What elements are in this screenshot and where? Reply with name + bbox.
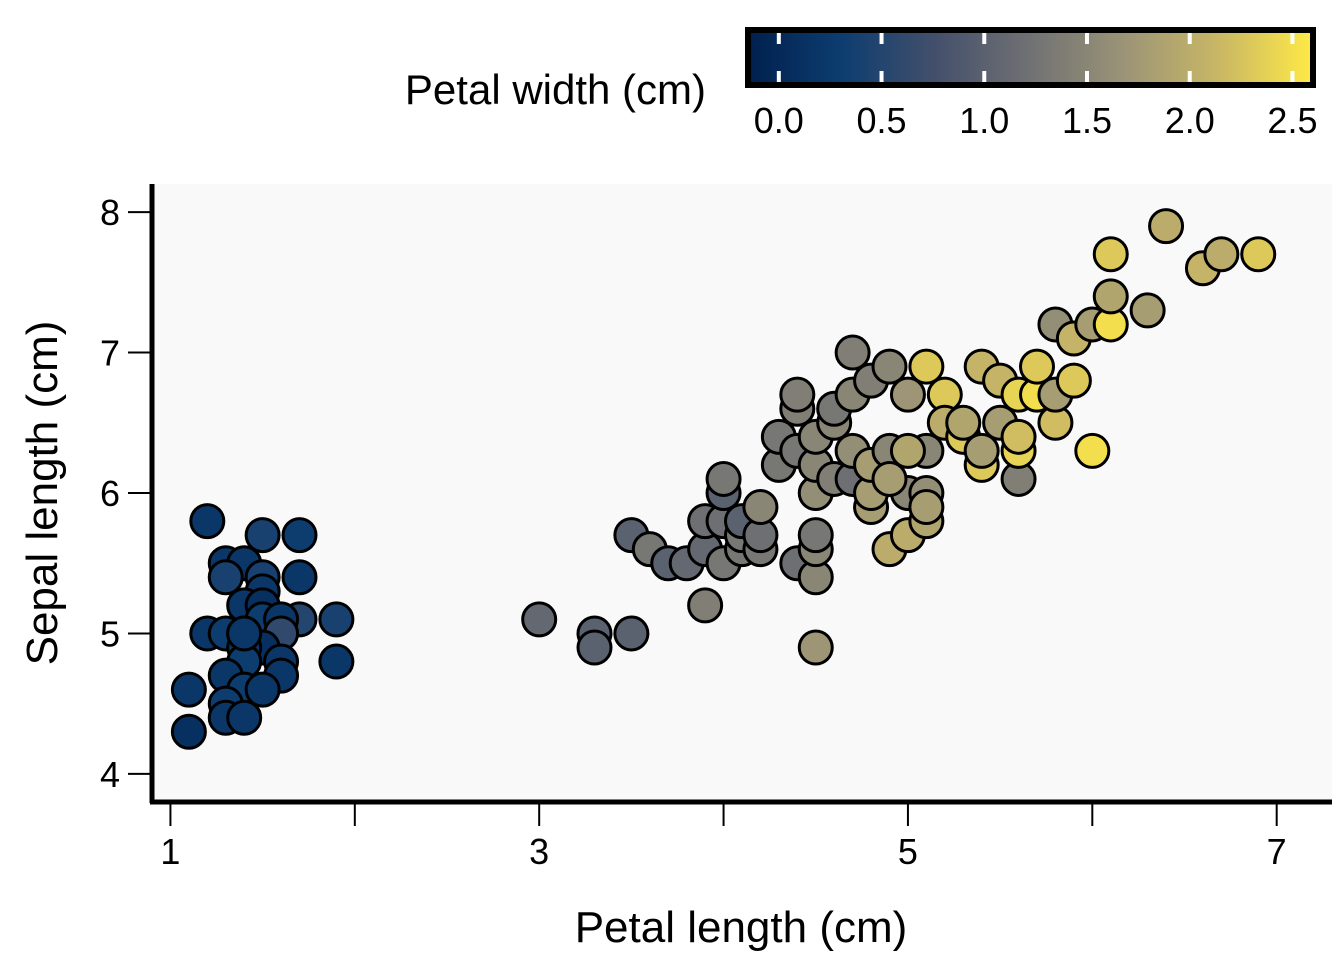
y-tick-label: 5 [100,613,120,654]
scatter-point [742,489,779,526]
scatter-point [244,671,281,708]
scatter-point [945,404,982,441]
x-tick-label: 1 [160,831,180,872]
scatter-point [170,713,207,750]
y-axis-title: Sepal length (cm) [18,321,67,666]
colorbar-title: Petal width (cm) [405,66,706,113]
y-tick-label: 6 [100,473,120,514]
scatter-point [834,334,871,371]
x-tick-label: 7 [1267,831,1287,872]
colorbar-tick-label: 2.0 [1165,100,1215,141]
colorbar-tick-label: 1.5 [1062,100,1112,141]
scatter-point [189,503,226,540]
y-axis-ticks: 4 5 6 7 8 [100,192,150,795]
scatter-point [871,460,908,497]
scatter-point [797,517,834,554]
colorbar-tick-label: 0.0 [754,100,804,141]
scatter-point [576,629,613,666]
scatter-point [963,432,1000,469]
scatter-point [889,376,926,413]
scatter-point [1203,236,1240,273]
colorbar-legend: Petal width (cm) 0.0 0.5 1.0 1.5 2.0 2.5 [405,27,1317,141]
scatter-point [908,348,945,385]
x-tick-label: 5 [898,831,918,872]
scatter-point [779,376,816,413]
y-tick-label: 8 [100,192,120,233]
plot-background [152,184,1332,802]
colorbar-tick-label: 1.0 [959,100,1009,141]
scatter-point [687,587,724,624]
scatter-point [1092,278,1129,315]
scatter-point [1240,236,1277,273]
x-tick-label: 3 [529,831,549,872]
scatter-point [318,601,355,638]
scatter-point [226,615,263,652]
y-tick-label: 7 [100,333,120,374]
scatter-point [170,671,207,708]
scatter-point [889,432,926,469]
scatter-point [613,615,650,652]
colorbar-frame [745,27,1316,88]
scatter-point [871,348,908,385]
scatter-point [797,629,834,666]
scatter-point [226,699,263,736]
scatter-point [281,517,318,554]
scatter-point [1055,362,1092,399]
scatter-point [1074,432,1111,469]
scatter-point [1019,348,1055,385]
data-points [170,208,1277,750]
scatter-point [281,559,318,596]
x-axis-ticks: 1 3 5 7 [160,804,1287,872]
colorbar-ticks: 0.0 0.5 1.0 1.5 2.0 2.5 [754,32,1317,141]
scatter-point [705,460,742,497]
colorbar-tick-label: 0.5 [857,100,907,141]
x-axis-title: Petal length (cm) [575,903,908,952]
scatter-point [207,559,244,596]
scatter-point [1092,236,1129,273]
scatter-point [1129,292,1166,329]
scatter-point [1000,418,1037,455]
colorbar-gradient [748,30,1313,85]
scatter-point [521,601,558,638]
scatter-point [1148,208,1185,245]
scatter-point [908,489,945,526]
scatter-point [244,517,281,554]
colorbar-tick-label: 2.5 [1267,100,1317,141]
y-tick-label: 4 [100,754,120,795]
scatter-point [318,643,355,680]
